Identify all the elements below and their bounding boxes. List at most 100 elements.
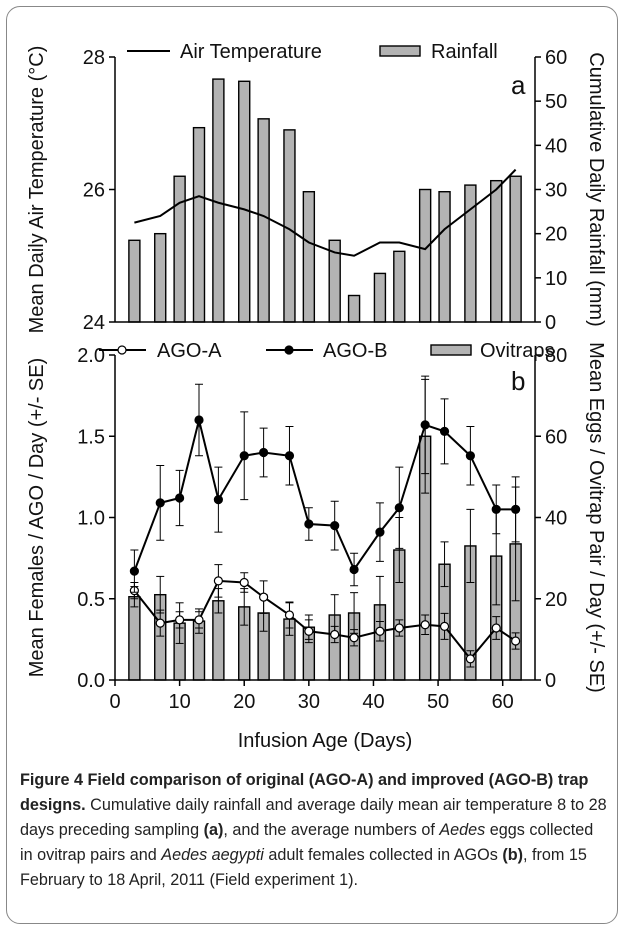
ago-b-point (175, 493, 185, 503)
rainfall-bar (373, 272, 387, 323)
ago-a-point (155, 618, 165, 628)
ago-a-point (491, 623, 501, 633)
ago-a-point (213, 576, 223, 586)
ago-b-point (239, 451, 249, 461)
x-tick-label: 60 (492, 691, 514, 713)
right-tick-label: 0 (545, 670, 556, 692)
x-tick-label: 0 (109, 691, 120, 713)
x-tick-label: 40 (362, 691, 384, 713)
ago-a-line (133, 579, 517, 661)
caption-title: Field comparison of original (AGO-A) and… (20, 771, 589, 814)
rainfall-bar (347, 294, 361, 323)
caption-ref-b: (b) (502, 846, 523, 864)
right-axis-title: Mean Eggs / Ovitrap Pair / Day (+/- SE) (585, 342, 607, 693)
ago-b-point (259, 447, 269, 458)
caption-text-5: , from 15 February to 18 April, 2011 (Fi… (20, 846, 587, 889)
ago-b-point (330, 521, 340, 531)
x-tick-label: 10 (168, 691, 190, 713)
rainfall-bar (154, 232, 167, 323)
ago-b-point (284, 451, 295, 461)
ago-b-point (155, 498, 165, 508)
ovitrap-bar (128, 596, 141, 681)
legend-ovitraps-swatch (430, 344, 472, 356)
left-tick-label: 24 (83, 312, 105, 334)
x-axis-title: Infusion Age (Days) (238, 730, 413, 752)
right-tick-label: 30 (545, 180, 567, 202)
air-temperature-line (134, 168, 517, 257)
x-tick-label: 50 (427, 691, 449, 713)
legend-ovitraps: Ovitraps (480, 340, 554, 362)
right-tick-label: 60 (545, 426, 567, 448)
rainfall-bar (173, 175, 186, 323)
ago-b-point (304, 519, 314, 529)
x-tick-label: 30 (298, 691, 320, 713)
ago-a-point (304, 626, 314, 636)
ago-b-point (129, 566, 139, 576)
legend-ago-a-marker (117, 345, 127, 355)
rainfall-bar (283, 129, 296, 323)
left-tick-label: 26 (83, 180, 105, 202)
panel-a: 24 26 28 0 10 20 30 40 50 60 Mean Daily Air Temper… (26, 41, 607, 334)
ago-b-point (375, 527, 385, 537)
caption-text-2: , and the average numbers of (223, 821, 440, 839)
x-tick-label: 20 (233, 691, 255, 713)
right-tick-label: 0 (545, 312, 556, 334)
ago-b-point (394, 503, 404, 513)
left-tick-label: 0.5 (77, 589, 105, 611)
rainfall-bar (238, 80, 251, 323)
ago-b-point (511, 504, 521, 514)
figure-frame (6, 6, 618, 924)
rainfall-bar (393, 250, 406, 323)
caption-text-4: adult females collected in AGOs (263, 846, 503, 864)
ago-b-point (194, 415, 204, 425)
legend-air-temperature: Air Temperature (180, 41, 322, 63)
caption-ref-a: (a) (203, 821, 224, 839)
figure-caption: Figure 4 Field comparison of original (A… (20, 768, 608, 893)
left-tick-label: 0.0 (77, 670, 105, 692)
right-axis-title: Cumulative Daily Rainfall (mm) (585, 52, 607, 327)
caption-text-1: Cumulative daily rainfall and average da… (20, 796, 607, 839)
caption-species: Aedes aegypti (161, 846, 264, 864)
right-tick-label: 60 (545, 47, 567, 69)
ago-a-point (439, 621, 450, 631)
left-tick-label: 1.5 (77, 426, 105, 448)
ago-b-point (439, 426, 450, 436)
ago-b-point (213, 495, 223, 505)
ago-a-point (511, 636, 521, 646)
right-tick-label: 20 (545, 224, 567, 246)
ago-a-point (259, 592, 269, 602)
caption-label: Figure 4 (20, 771, 83, 789)
rainfall-bar (302, 191, 316, 323)
ago-a-point (465, 654, 475, 664)
ago-b-line (133, 419, 516, 572)
ago-b-point (349, 564, 359, 575)
figure-chart: 24 26 28 0 10 20 30 40 50 60 Mean Daily Air Temper… (26, 41, 607, 752)
right-tick-label: 80 (545, 345, 567, 367)
ago-a-point (375, 626, 385, 636)
right-tick-label: 50 (545, 91, 567, 113)
rainfall-bar (509, 175, 522, 323)
legend-ago-b-marker (284, 345, 294, 355)
rainfall-bar (192, 126, 206, 323)
caption-genus: Aedes (439, 821, 486, 839)
legend-ago-b: AGO-B (323, 340, 387, 362)
ago-a-point (330, 629, 340, 640)
legend-ago-a: AGO-A (157, 340, 222, 362)
caption-text-3: eggs collected in ovitrap pairs and (20, 821, 594, 864)
rainfall-bar (257, 118, 270, 323)
right-tick-label: 20 (545, 589, 567, 611)
ago-a-point (349, 633, 359, 643)
ago-a-point (175, 615, 185, 625)
right-tick-label: 40 (545, 135, 567, 157)
right-tick-label: 10 (545, 268, 567, 290)
left-axis-title: Mean Daily Air Temperature (°C) (26, 46, 48, 334)
left-tick-label: 2.0 (77, 345, 105, 367)
ago-a-point (284, 610, 295, 620)
left-axis-title: Mean Females / AGO / Day (+/- SE) (26, 358, 48, 678)
rainfall-bar (418, 188, 432, 323)
panel-b: 0.0 0.5 1.0 1.5 2.0 0 20 40 60 80 0 10 20 30 40 50 60 Mea… (26, 340, 607, 752)
ago-b-point (491, 504, 501, 514)
panel-label-b: b (511, 366, 525, 396)
left-tick-label: 28 (83, 47, 105, 69)
panel-label-a: a (511, 70, 526, 100)
